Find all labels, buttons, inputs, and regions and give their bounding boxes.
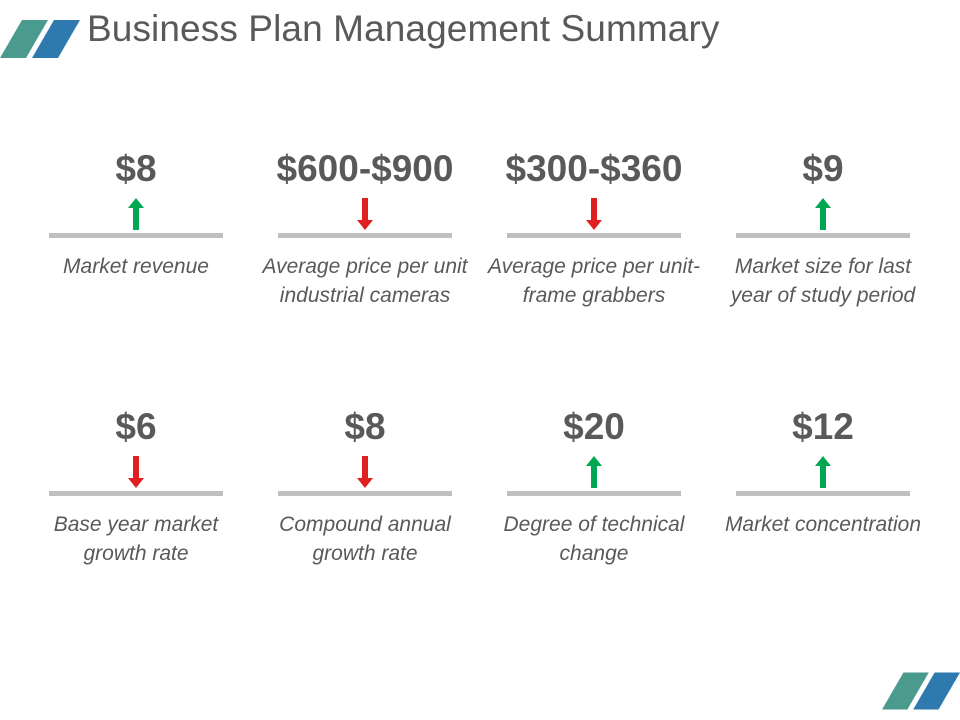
logo-stripes-icon [0, 20, 80, 58]
metric-label: Market revenue [63, 255, 209, 278]
arrow-down-icon [586, 198, 602, 230]
divider [736, 491, 910, 496]
metric-label: Degree of technical change [503, 513, 685, 565]
divider [278, 233, 452, 238]
divider [507, 233, 681, 238]
divider [49, 233, 223, 238]
arrow-down-icon [357, 456, 373, 488]
divider [278, 491, 452, 496]
metric-value: $9 [802, 148, 844, 189]
arrow-up-icon [128, 198, 144, 230]
metric-label: Market concentration [724, 513, 922, 536]
metric-value: $6 [115, 406, 157, 447]
divider [736, 233, 910, 238]
arrow-up-icon [815, 456, 831, 488]
arrow-down-icon [128, 456, 144, 488]
metric-label: Market size for last year of study perio… [730, 255, 916, 307]
arrow-down-icon [357, 198, 373, 230]
metric-value: $8 [344, 406, 386, 447]
metric-value: $20 [563, 406, 625, 447]
metric-value: $12 [792, 406, 854, 447]
page-title: Business Plan Management Summary [87, 8, 720, 49]
metric-value: $600-$900 [276, 148, 454, 189]
arrow-up-icon [586, 456, 602, 488]
divider [507, 491, 681, 496]
metric-label: Average price per unit-frame grabbers [487, 255, 701, 307]
arrow-up-icon [815, 198, 831, 230]
metric-value: $8 [115, 148, 157, 189]
metric-value: $300-$360 [505, 148, 683, 189]
metric-label: Base year market growth rate [53, 513, 219, 565]
metric-label: Compound annual growth rate [279, 513, 451, 565]
logo-stripes-icon [882, 672, 960, 710]
metric-label: Average price per unit industrial camera… [262, 255, 468, 307]
divider [49, 491, 223, 496]
